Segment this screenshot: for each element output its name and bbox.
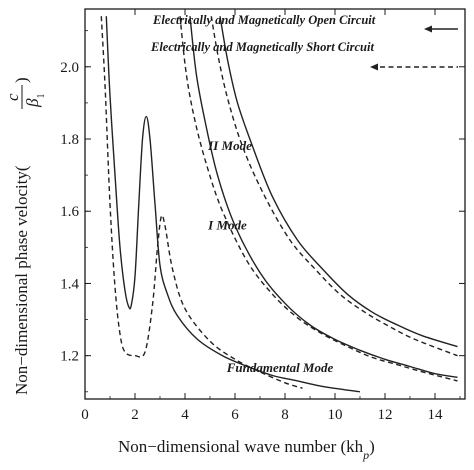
y-axis-title-close: ) — [12, 77, 31, 83]
x-tick-label: 10 — [328, 407, 343, 423]
y-axis-title-main: Non−dimensional phase velocity( — [12, 165, 31, 395]
legend-arrow-open-circuit — [424, 25, 432, 33]
legend-label-open-circuit: Electrically and Magnetically Open Circu… — [152, 13, 376, 27]
y-axis-frac-den: β1 — [23, 94, 47, 108]
y-tick-label: 1.2 — [60, 349, 79, 365]
y-tick-label: 2.0 — [60, 60, 79, 76]
x-tick-label: 12 — [378, 407, 393, 423]
x-tick-label: 4 — [181, 407, 189, 423]
x-tick-label: 14 — [428, 407, 444, 423]
x-tick-label: 8 — [281, 407, 289, 423]
y-axis-frac-num: c — [3, 93, 22, 101]
mode-label: I Mode — [207, 217, 247, 232]
plot-frame — [84, 8, 466, 400]
mode-labels: II Mode I Mode Fundamental Mode — [207, 138, 333, 375]
x-axis-title-sub: p — [362, 448, 369, 462]
x-tick-label: 6 — [231, 407, 239, 423]
series-fundamental-dashed — [100, 16, 303, 389]
legend-label-short-circuit: Electrically and Magnetically Short Circ… — [150, 40, 374, 54]
y-axis-title: Non−dimensional phase velocity( c β1 ) — [3, 77, 47, 395]
series-group — [100, 16, 458, 393]
axis-ticks: 0 2 4 6 8 10 12 14 1.2 1.4 1.6 1.8 2.0 — [60, 9, 465, 423]
mode-label: Fundamental Mode — [226, 360, 334, 375]
x-tick-label: 2 — [131, 407, 139, 423]
series-I-solid — [189, 16, 458, 378]
series-II-solid — [219, 16, 458, 348]
y-tick-label: 1.4 — [60, 276, 79, 292]
x-axis-title-main: Non−dimensional wave number (kh — [118, 437, 364, 456]
y-axis-frac-den-symbol: β — [23, 98, 42, 108]
series-II-dashed — [210, 16, 458, 357]
series-fundamental-solid — [105, 16, 361, 393]
y-tick-label: 1.8 — [60, 132, 79, 148]
legend-arrow-short-circuit — [370, 63, 378, 71]
y-tick-label: 1.6 — [60, 204, 79, 220]
legend: Electrically and Magnetically Open Circu… — [150, 13, 458, 71]
x-tick-label: 0 — [81, 407, 89, 423]
series-I-dashed — [179, 16, 458, 382]
x-axis-title-close: ) — [369, 437, 375, 456]
x-axis-title: Non−dimensional wave number (khp) — [118, 437, 375, 462]
y-axis-frac-den-sub: 1 — [36, 94, 47, 99]
mode-label: II Mode — [207, 138, 252, 153]
